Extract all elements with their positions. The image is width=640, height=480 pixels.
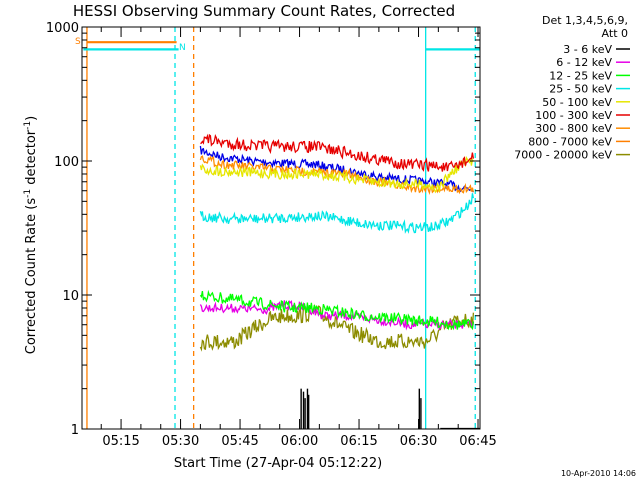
legend-label-1: 6 - 12 keV: [556, 56, 612, 69]
y-axis-label: Corrected Count Rate (s-1 detector-1): [23, 116, 39, 354]
x-tick-label-1: 05:30: [162, 434, 199, 449]
x-tick-label-3: 06:00: [281, 434, 318, 449]
footer-date: 10-Apr-2010 14:06: [561, 469, 636, 478]
legend-label-6: 300 - 800 keV: [535, 122, 612, 135]
legend-header-line2: Att 0: [602, 27, 628, 40]
flag-n-label: N: [179, 43, 186, 53]
series-line-3: [199, 193, 475, 234]
y-axis-label-part1: Corrected Count Rate (s: [24, 198, 39, 355]
x-tick-label-6: 06:45: [459, 434, 496, 449]
x-tick-label-5: 06:30: [400, 434, 437, 449]
y-axis-label-sup1: -1: [23, 189, 33, 198]
legend-label-8: 7000 - 20000 keV: [514, 149, 612, 162]
trace-blue: [199, 145, 474, 193]
legend-header-line1: Det 1,3,4,5,6,9,: [542, 14, 628, 27]
series-line-6: [199, 155, 475, 196]
y-tick-label-2: 100: [54, 155, 79, 170]
y-axis-label-sup2: -1: [23, 121, 33, 130]
legend-label-2: 12 - 25 keV: [549, 69, 612, 82]
legend-label-7: 800 - 7000 keV: [528, 135, 612, 148]
y-tick-label-0: 1: [71, 423, 79, 438]
plot-frame: [81, 26, 481, 430]
legend-label-0: 3 - 6 keV: [563, 43, 612, 56]
flag-s-label: S: [75, 37, 81, 47]
y-tick-label-1: 10: [62, 289, 79, 304]
legend-label-4: 50 - 100 keV: [542, 96, 612, 109]
axes: 1 10 100 1000 05:15 05:30 05:45 06:00 06:15 06:30…: [46, 21, 497, 449]
y-axis-label-part3: ): [24, 116, 39, 121]
legend-label-3: 25 - 50 keV: [549, 83, 612, 96]
y-tick-label-3: 1000: [46, 21, 79, 36]
y-axis-label-part2: detector: [24, 129, 39, 189]
x-tick-label-0: 05:15: [102, 434, 139, 449]
plot-clip-group: [83, 27, 480, 429]
series-line-2: [199, 289, 475, 331]
legend-label-5: 100 - 300 keV: [535, 109, 612, 122]
series-line-4: [199, 155, 474, 194]
x-tick-label-4: 06:15: [340, 434, 377, 449]
x-tick-label-2: 05:45: [221, 434, 258, 449]
plot-area: SN: [75, 27, 480, 429]
chart-title: HESSI Observing Summary Count Rates, Cor…: [73, 2, 455, 20]
x-axis-label: Start Time (27-Apr-04 05:12:22): [174, 456, 382, 471]
series-line-5: [200, 133, 475, 172]
series-line-8: [199, 303, 475, 352]
